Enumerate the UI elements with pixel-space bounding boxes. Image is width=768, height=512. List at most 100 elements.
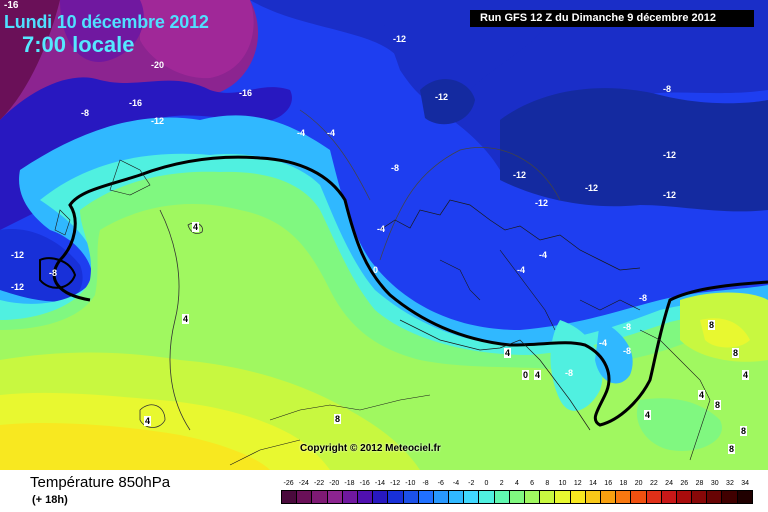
isotherm-label: 4 bbox=[504, 348, 512, 358]
scale-tick-label: 4 bbox=[514, 480, 519, 487]
scale-swatch bbox=[646, 491, 662, 503]
scale-swatch bbox=[570, 491, 586, 503]
copyright-notice: Copyright © 2012 Meteociel.fr bbox=[300, 443, 441, 454]
isotherm-label: -4 bbox=[377, 224, 386, 234]
isotherm-label: -4 bbox=[517, 265, 526, 275]
isotherm-label: 4 bbox=[698, 390, 706, 400]
color-scale-ticks: -26 -24 -22 -20 -18 -16 -14 -12 -10 -8 -6 -4 -2 0 2 4 6 8… bbox=[281, 479, 753, 489]
color-scale-bar bbox=[281, 490, 753, 504]
isotherm-label: 8 bbox=[740, 426, 748, 436]
isotherm-label: 8 bbox=[732, 348, 740, 358]
temperature-map: -16 Lundi 10 décembre 2012 7:00 locale R… bbox=[0, 0, 768, 470]
isotherm-label: -12 bbox=[151, 116, 165, 126]
isotherm-label: -12 bbox=[663, 190, 677, 200]
isotherm-label: 0 bbox=[522, 370, 530, 380]
scale-tick-label: 26 bbox=[680, 480, 689, 487]
isotherm-label: -8 bbox=[623, 322, 632, 332]
scale-tick-label: -4 bbox=[452, 480, 460, 487]
scale-swatch bbox=[373, 491, 389, 503]
scale-tick-label: -22 bbox=[313, 480, 325, 487]
isotherm-label: -20 bbox=[151, 60, 165, 70]
isotherm-label: -8 bbox=[49, 268, 58, 278]
scale-tick-label: -6 bbox=[437, 480, 444, 487]
isotherm-label: -12 bbox=[11, 282, 25, 292]
scale-swatch bbox=[676, 491, 693, 503]
forecast-time: 7:00 locale bbox=[22, 32, 135, 57]
isotherm-label: 8 bbox=[728, 444, 736, 454]
scale-tick-label: 28 bbox=[695, 480, 704, 487]
scale-swatch bbox=[464, 491, 480, 503]
isotherm-label: -12 bbox=[513, 170, 527, 180]
legend-area: Température 850hPa (+ 18h) -26 -24 -22 -20-… bbox=[0, 470, 768, 512]
isotherm-label: -12 bbox=[435, 92, 449, 102]
isotherm-label: -8 bbox=[623, 346, 632, 356]
map-canvas bbox=[0, 0, 768, 470]
scale-swatch bbox=[342, 491, 358, 503]
scale-swatch bbox=[403, 491, 419, 503]
isotherm-label: -16 bbox=[239, 88, 253, 98]
isotherm-label: 4 bbox=[742, 370, 750, 380]
scale-tick-label: 14 bbox=[589, 480, 597, 487]
isotherm-label: -8 bbox=[663, 84, 672, 94]
isotherm-label: 4 bbox=[534, 370, 542, 380]
isotherm-label: -12 bbox=[11, 250, 25, 260]
scale-tick-label: -16 bbox=[359, 480, 370, 487]
isotherm-label: 0 bbox=[373, 265, 379, 275]
scale-tick-label: 34 bbox=[741, 480, 750, 487]
scale-swatch bbox=[692, 491, 708, 503]
isotherm-label: -8 bbox=[565, 368, 574, 378]
scale-swatch bbox=[525, 491, 541, 503]
scale-swatch bbox=[707, 491, 723, 503]
isotherm-label: -12 bbox=[393, 34, 407, 44]
scale-tick-label: 18 bbox=[619, 480, 628, 487]
model-run-banner: Run GFS 12 Z du Dimanche 9 décembre 2012 bbox=[470, 10, 754, 27]
isotherm-label: -8 bbox=[639, 293, 648, 303]
isotherm-label: 8 bbox=[708, 320, 716, 330]
forecast-date: Lundi 10 décembre 2012 bbox=[4, 12, 209, 32]
scale-tick-label: 10 bbox=[558, 480, 567, 487]
scale-tick-label: 6 bbox=[530, 480, 535, 487]
scale-tick-label: 30 bbox=[710, 480, 719, 487]
isotherm-label: 4 bbox=[192, 222, 200, 232]
scale-swatch bbox=[737, 491, 752, 503]
isotherm-label: 8 bbox=[714, 400, 722, 410]
isotherm-label: -12 bbox=[585, 183, 599, 193]
isotherm-label: -4 bbox=[539, 250, 548, 260]
scale-tick-label: -18 bbox=[344, 480, 355, 487]
scale-swatch bbox=[555, 491, 571, 503]
scale-tick-label: -26 bbox=[283, 480, 294, 487]
scale-swatch bbox=[722, 491, 738, 503]
scale-tick-label: -24 bbox=[298, 480, 309, 487]
isotherm-label: -4 bbox=[297, 128, 306, 138]
scale-tick-label: -20 bbox=[329, 480, 340, 487]
scale-swatch bbox=[661, 491, 677, 503]
isotherm-label: -8 bbox=[81, 108, 90, 118]
isotherm-label: 4 bbox=[644, 410, 652, 420]
scale-tick-label: -10 bbox=[405, 480, 416, 487]
scale-tick-label: 12 bbox=[573, 480, 582, 487]
scale-swatch bbox=[631, 491, 647, 503]
isotherm-label: -12 bbox=[663, 150, 677, 160]
scale-swatch bbox=[357, 491, 374, 503]
scale-tick-label: -12 bbox=[390, 480, 401, 487]
scale-tick-label: 16 bbox=[604, 480, 613, 487]
isotherm-label: 8 bbox=[334, 414, 342, 424]
isotherm-label: -8 bbox=[391, 163, 400, 173]
scale-swatch bbox=[509, 491, 525, 503]
scale-swatch bbox=[479, 491, 495, 503]
isotherm-label: 4 bbox=[144, 416, 152, 426]
isotherm-label: -12 bbox=[535, 198, 549, 208]
scale-swatch bbox=[297, 491, 313, 503]
isotherm-label: 4 bbox=[182, 314, 190, 324]
scale-swatch bbox=[282, 491, 298, 503]
scale-swatch bbox=[494, 491, 510, 503]
scale-tick-label: 2 bbox=[499, 480, 504, 487]
scale-swatch bbox=[327, 491, 343, 503]
scale-tick-label: 0 bbox=[484, 480, 489, 487]
scale-swatch bbox=[418, 491, 434, 503]
isotherm-label: -4 bbox=[327, 128, 336, 138]
forecast-step: (+ 18h) bbox=[32, 494, 68, 506]
scale-swatch bbox=[585, 491, 601, 503]
scale-swatch bbox=[616, 491, 632, 503]
scale-tick-label: -14 bbox=[374, 480, 385, 487]
